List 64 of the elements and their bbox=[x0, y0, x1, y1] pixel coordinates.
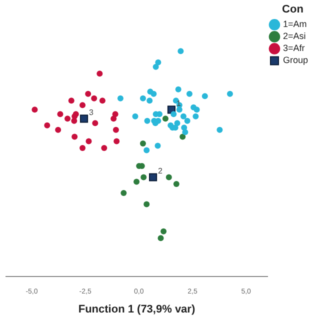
point bbox=[176, 106, 182, 113]
point bbox=[146, 98, 153, 104]
point bbox=[72, 134, 78, 140]
point bbox=[186, 90, 192, 97]
point bbox=[140, 95, 146, 102]
point bbox=[85, 90, 92, 97]
point bbox=[150, 90, 157, 97]
point bbox=[226, 90, 233, 97]
legend-label: Group bbox=[282, 55, 308, 66]
point bbox=[144, 147, 150, 154]
point bbox=[80, 114, 88, 123]
point bbox=[162, 116, 168, 122]
annotation: 3 bbox=[89, 108, 94, 117]
point bbox=[216, 126, 223, 133]
point bbox=[180, 134, 186, 140]
point bbox=[117, 95, 124, 102]
point bbox=[166, 174, 172, 180]
point bbox=[152, 64, 159, 70]
point bbox=[192, 113, 199, 120]
point bbox=[120, 190, 127, 196]
point bbox=[140, 140, 146, 146]
point bbox=[175, 86, 182, 92]
point bbox=[180, 113, 186, 120]
point bbox=[57, 111, 64, 118]
legend-label: 2=Asi bbox=[282, 31, 306, 42]
point bbox=[194, 106, 200, 113]
point bbox=[110, 116, 117, 122]
point bbox=[144, 201, 150, 208]
x-axis-title: Function 1 (73,9% var) bbox=[78, 303, 196, 316]
annotation: 1 bbox=[176, 98, 182, 108]
point bbox=[184, 118, 190, 124]
point bbox=[202, 93, 208, 100]
point bbox=[132, 113, 138, 120]
point bbox=[144, 118, 150, 124]
point bbox=[99, 98, 106, 104]
point bbox=[114, 138, 120, 144]
point bbox=[68, 98, 74, 104]
point bbox=[170, 111, 177, 118]
point bbox=[158, 235, 164, 242]
point bbox=[55, 126, 62, 133]
point bbox=[173, 181, 180, 188]
point bbox=[148, 173, 158, 182]
point bbox=[32, 106, 38, 113]
point bbox=[178, 48, 184, 54]
point bbox=[160, 228, 167, 234]
point bbox=[140, 174, 147, 180]
point bbox=[91, 95, 98, 102]
point bbox=[80, 144, 86, 151]
legend-title: Con bbox=[282, 4, 304, 16]
point bbox=[44, 122, 50, 128]
point bbox=[182, 129, 188, 136]
point bbox=[112, 126, 119, 133]
point bbox=[86, 138, 92, 144]
point bbox=[92, 120, 98, 126]
point bbox=[64, 116, 71, 122]
point bbox=[101, 144, 108, 151]
legend-label: 3=Afr bbox=[282, 43, 305, 54]
point bbox=[155, 59, 162, 66]
point bbox=[80, 102, 86, 108]
point bbox=[96, 70, 103, 77]
annotation: 2 bbox=[158, 166, 164, 176]
legend-label: 1=Am bbox=[282, 19, 307, 30]
point bbox=[134, 178, 140, 185]
point bbox=[154, 142, 161, 149]
